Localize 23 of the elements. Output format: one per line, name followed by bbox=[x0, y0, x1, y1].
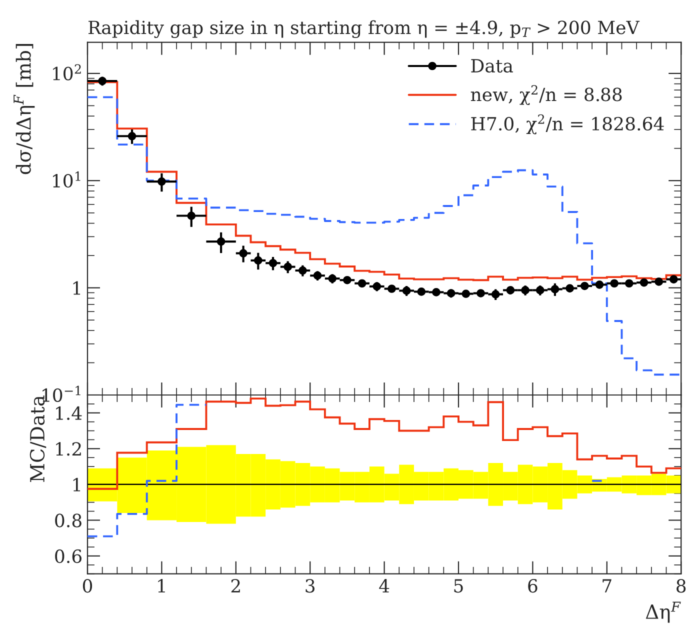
x-tick-label: 7 bbox=[602, 579, 612, 592]
legend-label: H7.0, χ$^{2}$/n = 1828.64 bbox=[471, 114, 664, 134]
y-tick-label: 0.6 bbox=[55, 549, 82, 564]
y-tick-label: 1 bbox=[73, 281, 80, 295]
x-axis-title: Δη$^{F}$ bbox=[646, 602, 681, 623]
y-tick-label: 0.8 bbox=[55, 514, 82, 528]
legend-label: new, χ$^{2}$/n = 8.88 bbox=[470, 85, 622, 106]
x-tick-label: 3 bbox=[306, 579, 315, 593]
y-tick-label: 10$^{2}$ bbox=[53, 64, 81, 80]
x-tick-label: 0 bbox=[82, 579, 92, 593]
legend-label: Data bbox=[471, 59, 513, 73]
y-tick-label: 1 bbox=[73, 478, 80, 492]
x-tick-label: 5 bbox=[454, 579, 463, 593]
y-tick-label: 1.4 bbox=[56, 406, 82, 420]
y-axis-title: dσ/dΔη$^{F}$ [mb] bbox=[14, 44, 35, 174]
x-tick-label: 8 bbox=[676, 579, 686, 593]
y-tick-label: 1.2 bbox=[56, 442, 81, 456]
y-tick-label: 10$^{1}$ bbox=[53, 171, 80, 188]
chart-title: Rapidity gap size in η starting from η = ±4.9, p$_{T}$ > 200 MeV bbox=[88, 20, 640, 38]
x-tick-label: 1 bbox=[158, 579, 165, 592]
x-tick-label: 2 bbox=[231, 579, 240, 592]
x-tick-label: 4 bbox=[379, 579, 390, 592]
x-tick-label: 6 bbox=[528, 579, 538, 593]
